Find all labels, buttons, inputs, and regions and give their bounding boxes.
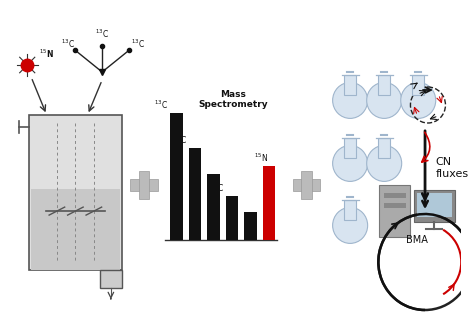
FancyBboxPatch shape [130, 179, 157, 191]
Text: $^{13}$C: $^{13}$C [173, 134, 187, 147]
Circle shape [333, 82, 368, 118]
Circle shape [333, 208, 368, 243]
FancyBboxPatch shape [31, 189, 119, 270]
FancyBboxPatch shape [463, 185, 474, 193]
FancyBboxPatch shape [207, 174, 220, 240]
FancyBboxPatch shape [384, 203, 406, 208]
FancyBboxPatch shape [170, 113, 183, 240]
FancyBboxPatch shape [379, 185, 410, 237]
FancyBboxPatch shape [378, 75, 390, 95]
FancyBboxPatch shape [463, 170, 474, 178]
Text: Mass
Spectrometry: Mass Spectrometry [199, 90, 268, 110]
Text: CN
fluxes: CN fluxes [436, 157, 469, 179]
Text: $^{15}$N: $^{15}$N [254, 152, 268, 164]
Text: $^{13}$C: $^{13}$C [154, 99, 168, 111]
FancyBboxPatch shape [378, 138, 390, 158]
FancyBboxPatch shape [244, 212, 257, 240]
Circle shape [401, 82, 436, 118]
FancyBboxPatch shape [301, 171, 312, 199]
FancyBboxPatch shape [417, 193, 452, 217]
FancyBboxPatch shape [226, 196, 238, 240]
Text: BMA: BMA [406, 235, 428, 245]
Text: $^{13}$C: $^{13}$C [95, 27, 109, 40]
Text: $^{13}$C: $^{13}$C [61, 38, 75, 50]
FancyBboxPatch shape [344, 200, 356, 220]
FancyBboxPatch shape [344, 138, 356, 158]
FancyBboxPatch shape [189, 149, 201, 240]
Circle shape [367, 82, 401, 118]
FancyBboxPatch shape [100, 270, 121, 288]
Circle shape [367, 145, 401, 181]
Text: $^{13}$C: $^{13}$C [210, 181, 224, 194]
FancyBboxPatch shape [414, 190, 455, 222]
FancyBboxPatch shape [412, 75, 424, 95]
FancyBboxPatch shape [29, 115, 121, 270]
Circle shape [333, 145, 368, 181]
Text: $^{15}$N: $^{15}$N [39, 48, 54, 60]
Text: $^{13}$C: $^{13}$C [131, 38, 146, 50]
FancyBboxPatch shape [293, 179, 320, 191]
FancyBboxPatch shape [138, 171, 149, 199]
FancyBboxPatch shape [344, 75, 356, 95]
FancyBboxPatch shape [384, 193, 406, 198]
FancyBboxPatch shape [263, 166, 275, 240]
